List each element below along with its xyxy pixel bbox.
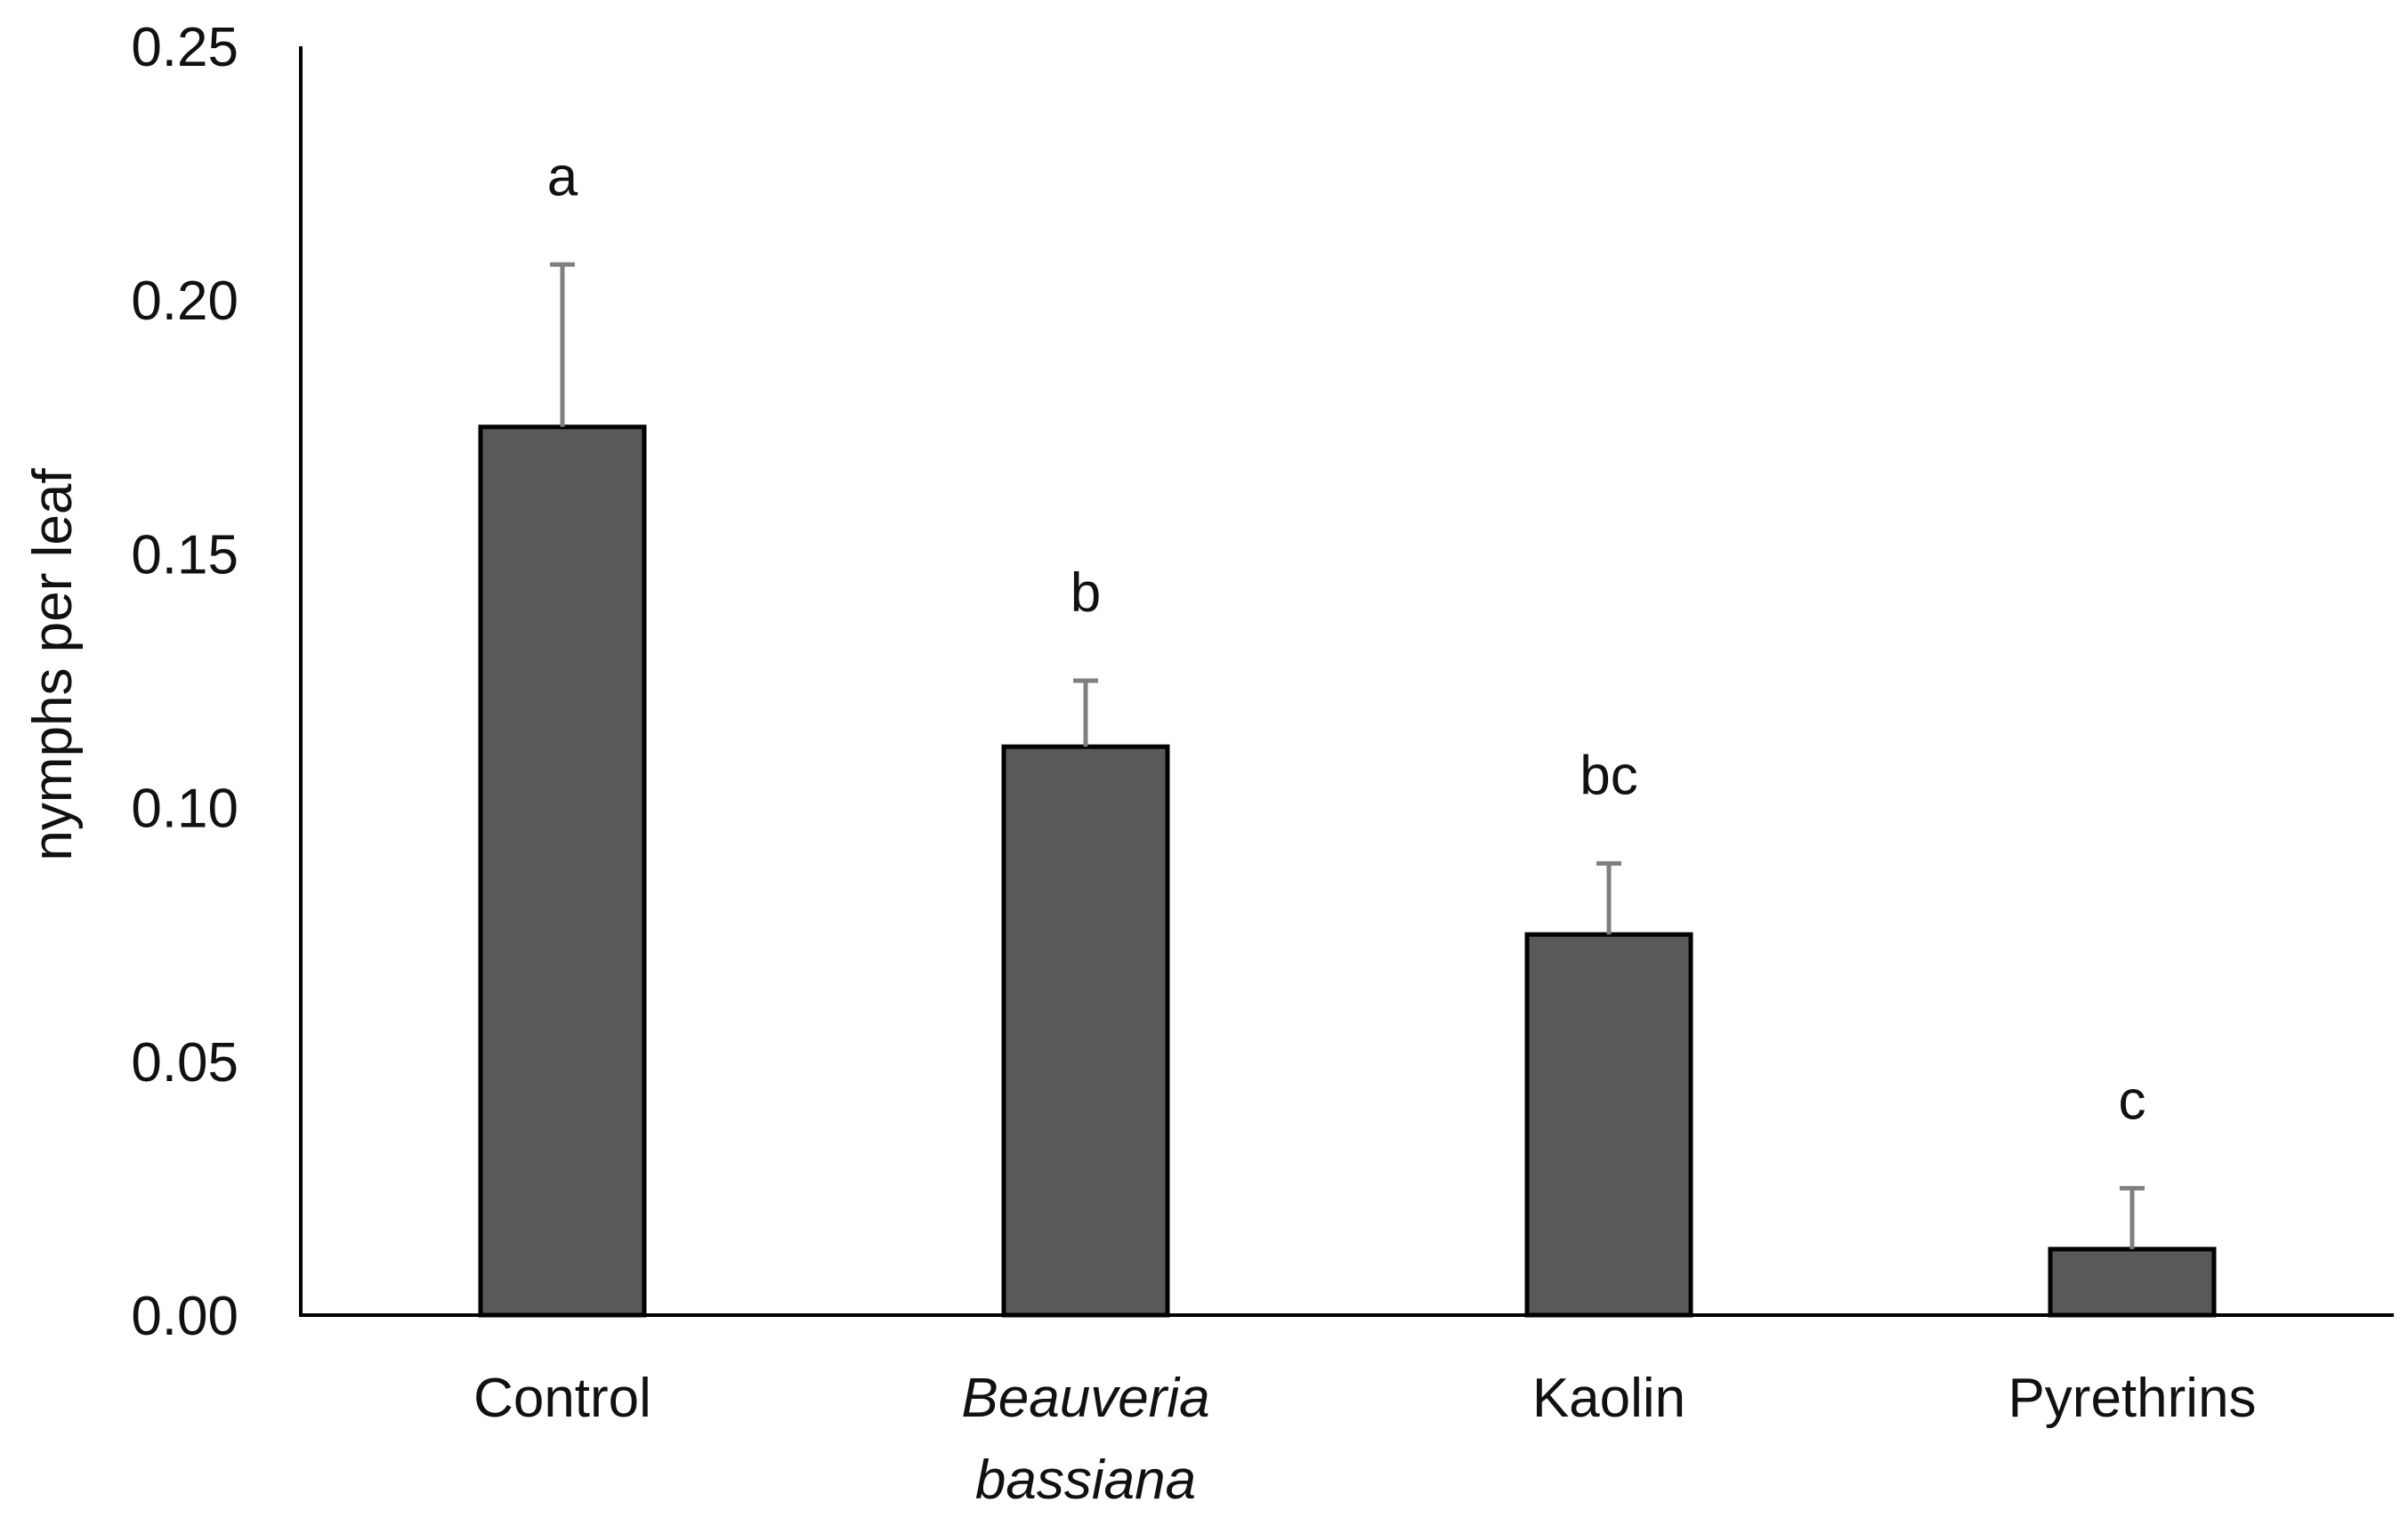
x-category-label: Control [473,1368,651,1429]
significance-letters: a b bc c [547,146,2146,1131]
x-category-label: Pyrethrins [2008,1368,2256,1429]
x-category-label: Kaolin [1532,1368,1685,1429]
x-category-label: bassiana [975,1449,1196,1511]
significance-letter: a [547,146,578,207]
significance-letter: c [2119,1070,2146,1131]
y-tick-label: 0.15 [131,524,238,585]
bars [478,424,2217,1318]
y-tick-label: 0.25 [131,17,238,78]
bar [2048,1247,2217,1318]
y-tick-label: 0.10 [131,779,238,840]
y-tick-label: 0.05 [131,1032,238,1094]
bar [478,424,647,1318]
y-tick-label: 0.20 [131,270,238,332]
axes [299,46,2394,1317]
significance-letter: b [1071,562,1101,624]
y-axis-title: nymphs per leaf [22,468,84,861]
bar [1001,744,1170,1318]
bar [1524,932,1693,1318]
y-tick-labels: 0.00 0.05 0.10 0.15 0.20 0.25 [131,17,238,1347]
y-tick-label: 0.00 [131,1286,238,1347]
error-bars [550,262,2145,1249]
significance-letter: bc [1580,745,1637,806]
x-category-label: Beauveria [961,1368,1209,1429]
x-category-labels: Control Beauveria bassiana Kaolin Pyrethrins [473,1368,2256,1511]
